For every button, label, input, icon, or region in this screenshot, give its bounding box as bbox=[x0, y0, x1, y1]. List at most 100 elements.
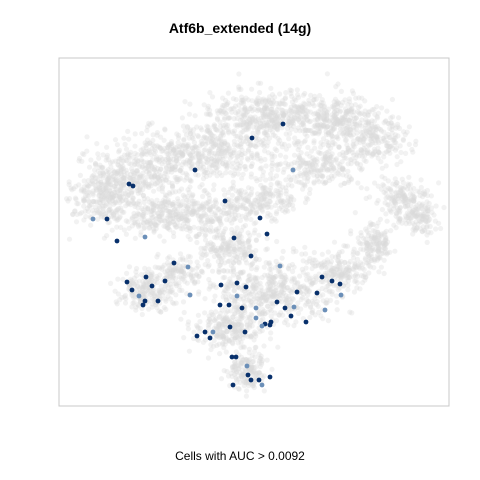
highlighted-cell-point bbox=[330, 279, 335, 284]
background-cell-point bbox=[383, 118, 388, 123]
background-cell-point bbox=[383, 211, 388, 216]
background-cell-point bbox=[389, 143, 394, 148]
background-cell-point bbox=[313, 117, 318, 122]
background-cell-point bbox=[268, 295, 273, 300]
background-cell-point bbox=[154, 226, 159, 231]
background-cell-point bbox=[217, 159, 222, 164]
background-cell-point bbox=[277, 138, 282, 143]
background-cell-point bbox=[152, 165, 157, 170]
background-cell-point bbox=[253, 275, 258, 280]
highlighted-cell-point bbox=[243, 330, 248, 335]
background-cell-point bbox=[288, 199, 293, 204]
background-cell-point bbox=[187, 226, 192, 231]
background-cell-point bbox=[225, 282, 230, 287]
background-cell-point bbox=[253, 144, 258, 149]
background-cell-point bbox=[69, 187, 74, 192]
background-cell-point bbox=[121, 194, 126, 199]
background-cell-point bbox=[229, 220, 234, 225]
background-cell-point bbox=[177, 274, 182, 279]
background-cell-point bbox=[374, 104, 379, 109]
background-cell-point bbox=[232, 172, 237, 177]
background-cell-point bbox=[211, 144, 216, 149]
background-cell-point bbox=[425, 240, 430, 245]
background-cell-point bbox=[310, 308, 315, 313]
background-cell-point bbox=[266, 261, 271, 266]
background-cell-point bbox=[282, 96, 287, 101]
background-cell-point bbox=[146, 291, 151, 296]
background-cell-point bbox=[172, 207, 177, 212]
background-cell-point bbox=[310, 266, 315, 271]
highlighted-cell-point bbox=[245, 364, 250, 369]
background-cell-point bbox=[217, 270, 222, 275]
background-cell-point bbox=[299, 141, 304, 146]
background-cell-point bbox=[126, 137, 131, 142]
background-cell-point bbox=[254, 238, 259, 243]
background-cell-point bbox=[239, 95, 244, 100]
background-cell-point bbox=[81, 217, 86, 222]
background-cell-point bbox=[299, 252, 304, 257]
background-cell-point bbox=[256, 370, 261, 375]
background-cell-point bbox=[433, 226, 438, 231]
background-cell-point bbox=[140, 151, 145, 156]
highlighted-cell-point bbox=[258, 216, 263, 221]
background-cell-point bbox=[184, 203, 189, 208]
background-cell-point bbox=[212, 318, 217, 323]
highlighted-cell-point bbox=[234, 355, 239, 360]
highlighted-cell-point bbox=[304, 320, 309, 325]
highlighted-cell-point bbox=[257, 378, 262, 383]
background-cell-point bbox=[243, 254, 248, 259]
background-cell-point bbox=[214, 334, 219, 339]
background-cell-point bbox=[165, 256, 170, 261]
background-cell-point bbox=[374, 114, 379, 119]
background-cell-point bbox=[203, 262, 208, 267]
background-cell-point bbox=[241, 357, 246, 362]
background-cell-point bbox=[192, 209, 197, 214]
background-cell-point bbox=[212, 212, 217, 217]
background-cell-point bbox=[221, 187, 226, 192]
background-cell-point bbox=[351, 274, 356, 279]
background-cell-point bbox=[304, 195, 309, 200]
background-cell-point bbox=[208, 112, 213, 117]
background-cell-point bbox=[376, 184, 381, 189]
background-cell-point bbox=[241, 201, 246, 206]
background-cell-point bbox=[306, 128, 311, 133]
background-cell-point bbox=[110, 195, 115, 200]
background-cell-point bbox=[203, 253, 208, 258]
background-cell-point bbox=[173, 212, 178, 217]
background-cell-point bbox=[215, 117, 220, 122]
background-cell-point bbox=[180, 115, 185, 120]
background-cell-point bbox=[347, 96, 352, 101]
background-cell-point bbox=[291, 206, 296, 211]
background-cell-point bbox=[79, 210, 84, 215]
background-cell-point bbox=[275, 167, 280, 172]
background-cell-point bbox=[96, 169, 101, 174]
background-cell-point bbox=[295, 174, 300, 179]
background-cell-point bbox=[181, 137, 186, 142]
background-cell-point bbox=[400, 177, 405, 182]
highlighted-cell-point bbox=[141, 303, 146, 308]
background-cell-point bbox=[413, 142, 418, 147]
background-cell-point bbox=[395, 206, 400, 211]
background-cell-point bbox=[332, 240, 337, 245]
background-cell-point bbox=[76, 182, 81, 187]
background-cell-point bbox=[257, 329, 262, 334]
background-cell-point bbox=[283, 300, 288, 305]
background-cell-point bbox=[333, 157, 338, 162]
background-cell-point bbox=[215, 173, 220, 178]
background-cell-point bbox=[392, 249, 397, 254]
background-cell-point bbox=[125, 129, 130, 134]
highlighted-cell-point bbox=[315, 291, 320, 296]
background-cell-point bbox=[162, 239, 167, 244]
background-cell-point bbox=[249, 155, 254, 160]
highlighted-cell-point bbox=[195, 334, 200, 339]
background-cell-point bbox=[370, 107, 375, 112]
background-cell-point bbox=[293, 142, 298, 147]
highlighted-cell-point bbox=[240, 306, 245, 311]
background-cell-point bbox=[251, 369, 256, 374]
background-cell-point bbox=[389, 189, 394, 194]
background-cell-point bbox=[194, 233, 199, 238]
background-cell-point bbox=[404, 221, 409, 226]
background-cell-point bbox=[320, 286, 325, 291]
background-cell-point bbox=[212, 294, 217, 299]
